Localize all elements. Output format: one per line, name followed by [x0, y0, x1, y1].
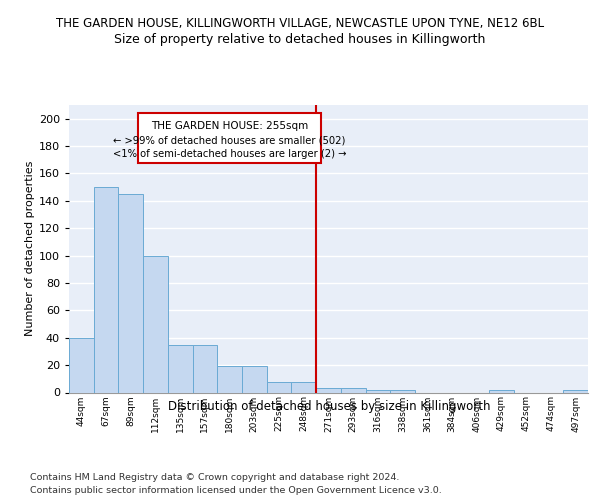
Bar [94, 187, 118, 392]
Bar [143, 256, 168, 392]
Bar [242, 366, 267, 392]
Bar [390, 390, 415, 392]
Bar [292, 382, 316, 392]
Text: <1% of semi-detached houses are larger (2) →: <1% of semi-detached houses are larger (… [113, 149, 346, 159]
Text: THE GARDEN HOUSE, KILLINGWORTH VILLAGE, NEWCASTLE UPON TYNE, NE12 6BL: THE GARDEN HOUSE, KILLINGWORTH VILLAGE, … [56, 18, 544, 30]
Bar [118, 194, 143, 392]
Bar [193, 344, 217, 393]
Text: Distribution of detached houses by size in Killingworth: Distribution of detached houses by size … [167, 400, 490, 413]
Y-axis label: Number of detached properties: Number of detached properties [25, 161, 35, 336]
FancyBboxPatch shape [138, 113, 321, 162]
Bar [267, 382, 292, 392]
Text: Contains HM Land Registry data © Crown copyright and database right 2024.: Contains HM Land Registry data © Crown c… [30, 472, 400, 482]
Bar [69, 338, 94, 392]
Bar [489, 390, 514, 392]
Bar [217, 366, 242, 392]
Text: Contains public sector information licensed under the Open Government Licence v3: Contains public sector information licen… [30, 486, 442, 495]
Text: ← >99% of detached houses are smaller (502): ← >99% of detached houses are smaller (5… [113, 136, 346, 145]
Bar [168, 344, 193, 393]
Text: Size of property relative to detached houses in Killingworth: Size of property relative to detached ho… [115, 32, 485, 46]
Bar [341, 388, 365, 392]
Bar [563, 390, 588, 392]
Bar [316, 388, 341, 392]
Bar [365, 390, 390, 392]
Text: THE GARDEN HOUSE: 255sqm: THE GARDEN HOUSE: 255sqm [151, 120, 308, 130]
